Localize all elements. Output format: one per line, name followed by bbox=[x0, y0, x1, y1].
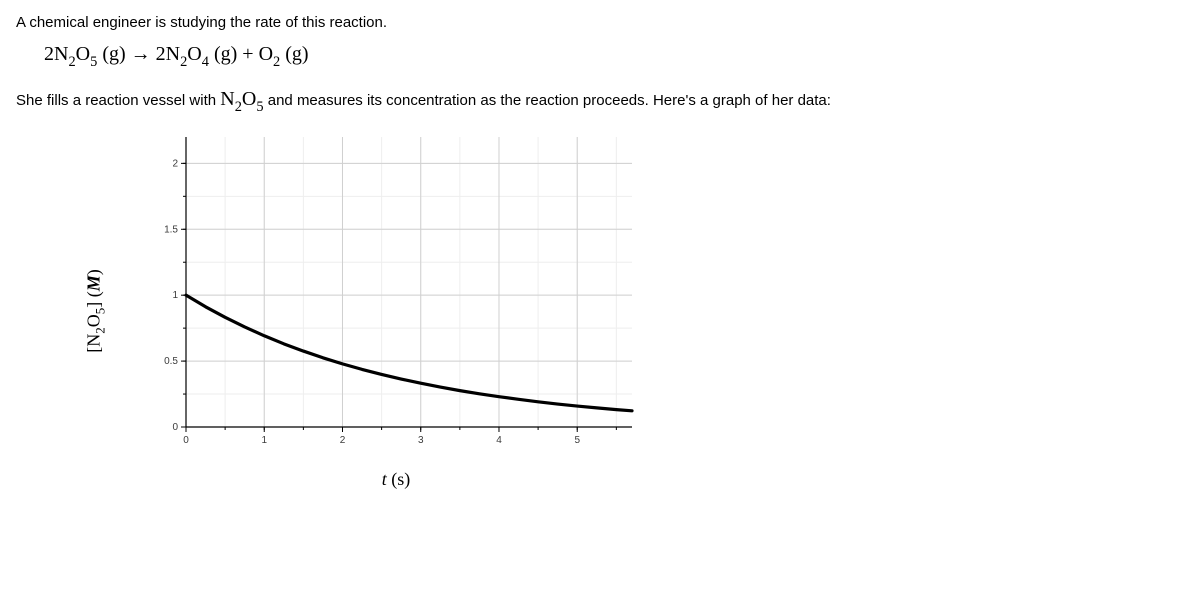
xlabel-unit: (s) bbox=[387, 469, 411, 489]
context-part2: and measures its concentration as the re… bbox=[264, 92, 831, 109]
svg-text:0: 0 bbox=[183, 435, 189, 446]
x-axis-label: t (s) bbox=[156, 469, 636, 490]
eq-lhs-state: (g) bbox=[97, 43, 125, 65]
ylabel-close2: ) bbox=[84, 269, 104, 275]
ylabel-M: M bbox=[84, 275, 104, 291]
svg-text:0: 0 bbox=[172, 422, 178, 433]
y-axis-label: [N2O5] (M) bbox=[84, 269, 109, 352]
svg-text:3: 3 bbox=[418, 435, 424, 446]
eq-lhs-sub1: 2 bbox=[68, 54, 75, 70]
svg-text:1.5: 1.5 bbox=[164, 224, 178, 235]
eq-r1-coef: 2N bbox=[156, 43, 180, 65]
ylabel-close: ] ( bbox=[84, 291, 104, 308]
reaction-equation: 2N2O5 (g) → 2N2O4 (g) + O2 (g) bbox=[44, 43, 1184, 70]
svg-text:1: 1 bbox=[172, 290, 178, 301]
eq-r2-state: (g) bbox=[280, 43, 308, 65]
chart-container: [N2O5] (M) 01234500.511.52 t (s) bbox=[76, 131, 776, 491]
eq-r2-o: O bbox=[259, 43, 273, 65]
svg-text:4: 4 bbox=[496, 435, 502, 446]
eq-lhs-coef: 2N bbox=[44, 43, 68, 65]
eq-r1-state: (g) bbox=[209, 43, 237, 65]
context-chem-o: O bbox=[242, 88, 256, 110]
concentration-chart: 0 1 2 3 4 5 0 0.5 1 1.5 2 bbox=[156, 131, 636, 451]
ylabel-open: [ bbox=[84, 347, 104, 353]
svg-text:5: 5 bbox=[574, 435, 580, 446]
eq-r2-sub: 2 bbox=[273, 54, 280, 70]
context-part1: She fills a reaction vessel with bbox=[16, 92, 220, 109]
ylabel-sub1: 2 bbox=[93, 327, 108, 333]
prompt-text: A chemical engineer is studying the rate… bbox=[16, 14, 1184, 31]
eq-r1-o: O bbox=[187, 43, 201, 65]
svg-text:1: 1 bbox=[261, 435, 267, 446]
svg-text:2: 2 bbox=[172, 158, 178, 169]
eq-r1-sub1: 2 bbox=[180, 54, 187, 70]
eq-plus: + bbox=[237, 43, 258, 65]
svg-text:2: 2 bbox=[340, 435, 346, 446]
ylabel-n: N bbox=[84, 334, 104, 347]
eq-r1-sub2: 4 bbox=[202, 54, 209, 70]
context-text: She fills a reaction vessel with N2O5 an… bbox=[16, 88, 1184, 115]
eq-lhs-sub2: 5 bbox=[90, 54, 97, 70]
svg-text:0.5: 0.5 bbox=[164, 356, 178, 367]
ylabel-sub2: 5 bbox=[93, 308, 108, 314]
context-chem-n: N bbox=[220, 88, 234, 110]
eq-lhs-o: O bbox=[76, 43, 90, 65]
context-chem-sub1: 2 bbox=[235, 99, 242, 115]
context-chem-sub2: 5 bbox=[256, 99, 263, 115]
eq-arrow: → bbox=[126, 43, 156, 65]
ylabel-o: O bbox=[84, 314, 104, 327]
